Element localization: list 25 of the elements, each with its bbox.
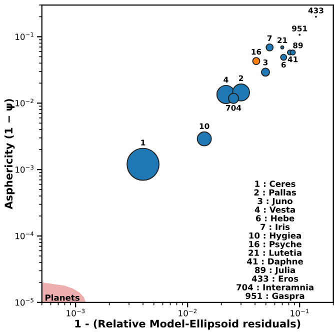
x-tick-label: 10$^{−2}$ [178,308,197,316]
annotation: 21 : Lutetia [248,249,302,256]
y-tick-label: 10$^{−3}$ [16,165,34,173]
annotation: 704 : Interamnia [236,284,314,290]
annotation: 433 : Eros [252,275,298,282]
x-axis-title: 1 - (Relative Model-Ellipsoid residuals) [75,319,300,330]
y-tick-label: 10$^{−1}$ [16,32,34,40]
annotation: 951 : Gaspra [246,292,304,301]
annotation: 6 : Hebe [256,214,294,222]
annotation: 41 : Daphne [247,258,304,266]
y-tick-label: 10$^{−2}$ [16,98,34,106]
series-label: Planets [46,294,80,301]
annotation: 89 : Julia [254,266,295,275]
annotation: 1 : Ceres [255,180,296,187]
x-tick-label: 10$^{−1}$ [290,308,309,316]
annotation: 4 : Vesta [254,206,295,213]
annotation: 16 : Psyche [249,240,302,249]
annotation: 3 : Juno [258,198,292,206]
y-tick-label: 10$^{−4}$ [16,232,34,240]
annotation: 2 : Pallas [254,189,296,196]
y-tick-label: 10$^{−5}$ [16,298,34,306]
annotation: 7 : Iris [260,224,290,230]
x-tick-label: 10$^{−3}$ [66,308,85,316]
annotation: 10 : Hygiea [249,232,301,240]
y-axis-title: Asphericity (1 − ψ) [4,99,15,210]
